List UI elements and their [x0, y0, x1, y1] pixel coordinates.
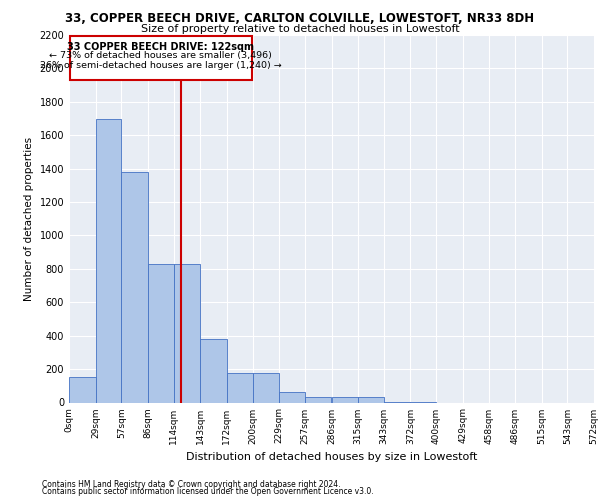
Text: Size of property relative to detached houses in Lowestoft: Size of property relative to detached ho…	[140, 24, 460, 34]
Bar	[148, 264, 173, 402]
Text: 33, COPPER BEECH DRIVE, CARLTON COLVILLE, LOWESTOFT, NR33 8DH: 33, COPPER BEECH DRIVE, CARLTON COLVILLE…	[65, 12, 535, 26]
Bar	[227, 374, 253, 402]
Text: Contains HM Land Registry data © Crown copyright and database right 2024.: Contains HM Land Registry data © Crown c…	[42, 480, 341, 489]
Text: Contains public sector information licensed under the Open Government Licence v3: Contains public sector information licen…	[42, 487, 374, 496]
X-axis label: Distribution of detached houses by size in Lowestoft: Distribution of detached houses by size …	[186, 452, 477, 462]
Bar	[69, 378, 95, 402]
Bar	[279, 392, 305, 402]
Bar	[173, 264, 200, 402]
Bar	[121, 172, 148, 402]
Bar	[305, 398, 331, 402]
Bar	[331, 398, 358, 402]
Text: 26% of semi-detached houses are larger (1,240) →: 26% of semi-detached houses are larger (…	[40, 61, 281, 70]
Bar	[358, 398, 384, 402]
Text: 33 COPPER BEECH DRIVE: 122sqm: 33 COPPER BEECH DRIVE: 122sqm	[67, 42, 254, 51]
Bar	[95, 118, 121, 403]
Text: ← 73% of detached houses are smaller (3,496): ← 73% of detached houses are smaller (3,…	[49, 51, 272, 60]
Y-axis label: Number of detached properties: Number of detached properties	[24, 136, 34, 301]
Bar	[70, 36, 251, 80]
Bar	[253, 374, 279, 402]
Bar	[200, 339, 227, 402]
